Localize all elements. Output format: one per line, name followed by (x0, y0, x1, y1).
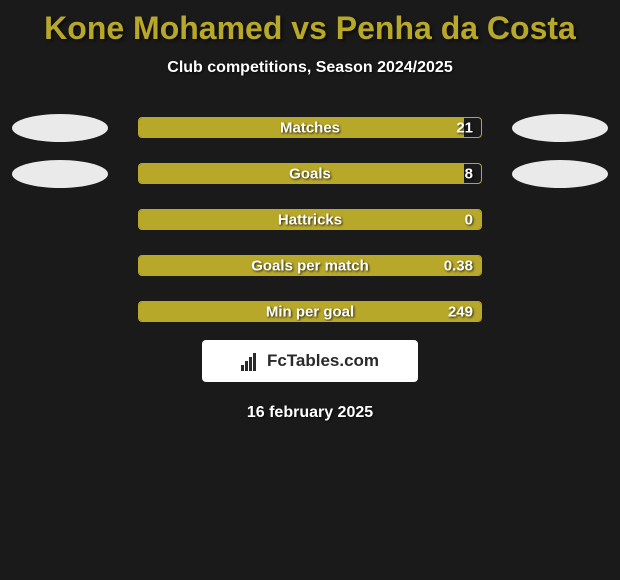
player-right-ellipse (512, 160, 608, 188)
stat-bar: Min per goal 249 (138, 301, 482, 322)
logo-text: FcTables.com (267, 351, 379, 371)
stat-row-min-per-goal: Min per goal 249 (0, 301, 620, 322)
stat-bar: Matches 21 (138, 117, 482, 138)
stat-value: 249 (448, 303, 473, 320)
stats-area: Matches 21 Goals 8 Hattricks 0 (0, 117, 620, 322)
stat-label: Matches (280, 119, 340, 136)
stat-bar: Hattricks 0 (138, 209, 482, 230)
stat-value: 8 (465, 165, 473, 182)
stat-row-hattricks: Hattricks 0 (0, 209, 620, 230)
stat-row-goals-per-match: Goals per match 0.38 (0, 255, 620, 276)
logo-box: FcTables.com (202, 340, 418, 382)
stat-bar: Goals 8 (138, 163, 482, 184)
stat-value: 0 (465, 211, 473, 228)
comparison-infographic: Kone Mohamed vs Penha da Costa Club comp… (0, 0, 620, 422)
stat-label: Goals per match (251, 257, 369, 274)
subtitle: Club competitions, Season 2024/2025 (0, 59, 620, 77)
stat-row-matches: Matches 21 (0, 117, 620, 138)
stat-bar: Goals per match 0.38 (138, 255, 482, 276)
date-label: 16 february 2025 (0, 404, 620, 422)
stat-value: 21 (456, 119, 473, 136)
player-left-ellipse (12, 160, 108, 188)
player-left-ellipse (12, 114, 108, 142)
stat-label: Hattricks (278, 211, 342, 228)
player-right-ellipse (512, 114, 608, 142)
stat-label: Min per goal (266, 303, 354, 320)
page-title: Kone Mohamed vs Penha da Costa (0, 10, 620, 47)
stat-row-goals: Goals 8 (0, 163, 620, 184)
stat-value: 0.38 (444, 257, 473, 274)
stat-label: Goals (289, 165, 331, 182)
bar-chart-icon (241, 351, 261, 371)
